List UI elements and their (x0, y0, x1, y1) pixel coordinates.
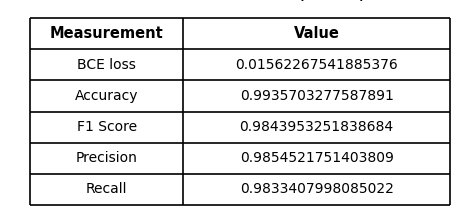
Text: Value: Value (294, 26, 340, 41)
Text: ALIDATION RESULTS OF THE BEST (LOWEST) LOS: ALIDATION RESULTS OF THE BEST (LOWEST) L… (72, 0, 394, 3)
Text: 0.01562267541885376: 0.01562267541885376 (235, 58, 398, 72)
Text: 0.9935703277587891: 0.9935703277587891 (240, 89, 394, 103)
Text: 0.9854521751403809: 0.9854521751403809 (240, 151, 394, 165)
Text: 0.9843953251838684: 0.9843953251838684 (240, 120, 394, 134)
Text: F1 Score: F1 Score (76, 120, 137, 134)
Text: BCE loss: BCE loss (77, 58, 136, 72)
Text: 0.9833407998085022: 0.9833407998085022 (240, 182, 394, 196)
Text: Measurement: Measurement (50, 26, 164, 41)
Text: Recall: Recall (86, 182, 127, 196)
Text: Precision: Precision (75, 151, 137, 165)
Text: Accuracy: Accuracy (75, 89, 138, 103)
